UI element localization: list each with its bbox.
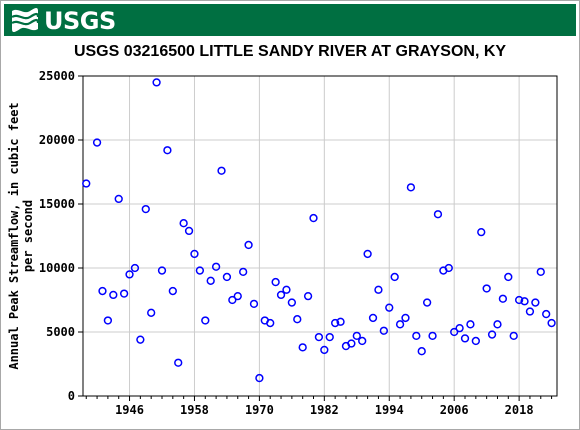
data-point	[175, 359, 182, 366]
data-point	[364, 251, 371, 258]
data-point	[478, 229, 485, 236]
data-point	[370, 315, 377, 322]
data-point	[305, 293, 312, 300]
data-point	[137, 336, 144, 343]
data-point	[435, 211, 442, 218]
data-point	[402, 315, 409, 322]
data-point	[207, 277, 214, 284]
data-point	[180, 220, 187, 227]
data-point	[251, 300, 258, 307]
data-point	[429, 332, 436, 339]
axis-ticks: 0 5000 10000 15000 20000 25000 1946 1958 1970 198…	[39, 69, 552, 417]
data-point	[240, 268, 247, 275]
data-point	[472, 338, 479, 345]
y-tick-label: 10000	[39, 261, 75, 275]
data-point	[245, 242, 252, 249]
data-point	[424, 299, 431, 306]
data-point	[375, 286, 382, 293]
data-point	[467, 321, 474, 328]
y-axis-label-line-1: Annual Peak Streamflow, in cubic feet	[7, 102, 21, 369]
data-point	[391, 274, 398, 281]
x-tick-label: 1982	[310, 403, 339, 417]
x-tick-label: 1946	[115, 403, 144, 417]
data-point	[548, 320, 555, 327]
y-tick-label: 0	[68, 389, 75, 403]
data-point	[408, 184, 415, 191]
data-point	[234, 293, 241, 300]
data-point	[326, 334, 333, 341]
data-point	[83, 180, 90, 187]
data-point	[413, 332, 420, 339]
data-point	[104, 317, 111, 324]
data-point	[299, 344, 306, 351]
data-point	[510, 332, 517, 339]
data-point	[164, 147, 171, 154]
data-point	[153, 79, 160, 86]
data-point	[186, 227, 193, 234]
y-tick-label: 15000	[39, 197, 75, 211]
data-point	[537, 268, 544, 275]
plot-area	[83, 76, 557, 396]
y-tick-label: 5000	[46, 325, 75, 339]
x-tick-label: 2018	[505, 403, 534, 417]
grid-lines	[83, 76, 557, 396]
data-point	[418, 348, 425, 355]
data-point	[288, 299, 295, 306]
data-point	[142, 206, 149, 213]
data-point	[462, 335, 469, 342]
x-tick-label: 1970	[245, 403, 274, 417]
data-point	[213, 263, 220, 270]
data-point	[397, 321, 404, 328]
x-tick-label: 1958	[180, 403, 209, 417]
data-point	[121, 290, 128, 297]
data-point	[294, 316, 301, 323]
y-axis-label-line-2: per second	[21, 200, 35, 272]
data-point	[115, 195, 122, 202]
data-points	[83, 79, 555, 381]
data-point	[543, 311, 550, 318]
data-point	[110, 291, 117, 298]
data-point	[494, 321, 501, 328]
x-tick-label: 2006	[440, 403, 469, 417]
y-tick-label: 20000	[39, 133, 75, 147]
data-point	[359, 338, 366, 345]
data-point	[202, 317, 209, 324]
data-point	[380, 327, 387, 334]
data-point	[99, 288, 106, 295]
data-point	[224, 274, 231, 281]
data-point	[148, 309, 155, 316]
data-point	[218, 167, 225, 174]
data-point	[499, 295, 506, 302]
data-point	[169, 288, 176, 295]
data-point	[310, 215, 317, 222]
data-point	[505, 274, 512, 281]
data-point	[532, 299, 539, 306]
data-point	[456, 325, 463, 332]
data-point	[272, 279, 279, 286]
data-point	[527, 308, 534, 315]
data-point	[483, 285, 490, 292]
y-tick-label: 25000	[39, 69, 75, 83]
data-point	[316, 334, 323, 341]
data-point	[283, 286, 290, 293]
x-tick-label: 1994	[375, 403, 404, 417]
